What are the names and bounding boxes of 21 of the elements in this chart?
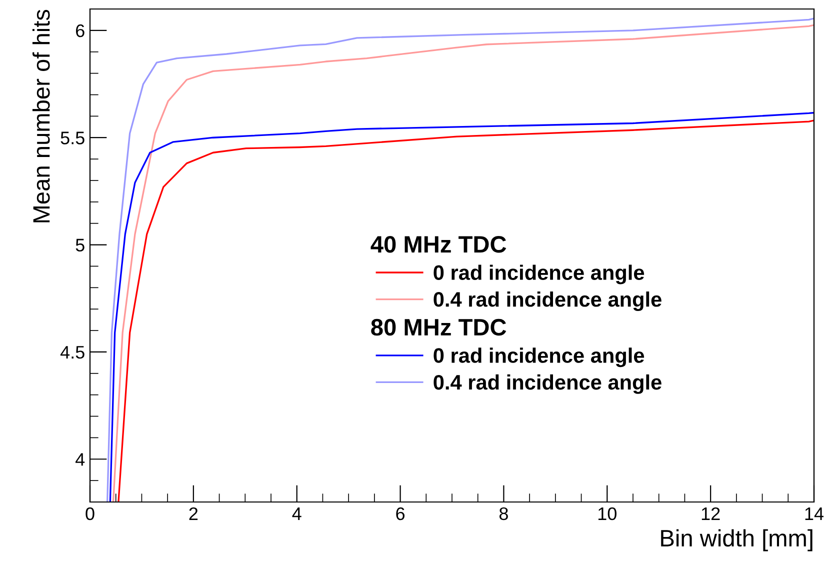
annotation: 80 MHz TDC (371, 318, 506, 336)
y-tick-label: 5.5 (60, 132, 84, 144)
y-axis-title: Mean number of hits (32, 10, 50, 222)
annotation: 40 MHz TDC (370, 236, 506, 253)
y-tick-label: 5 (76, 238, 84, 252)
legend-label: 0.4 rad incidence angle (434, 292, 662, 312)
x-tick-label: 10 (598, 507, 616, 520)
y-tick-label: 6 (76, 24, 84, 38)
x-tick-label: 0 (86, 507, 94, 520)
x-axis-title: Bin width [mm] (661, 529, 812, 552)
legend-label: 0 rad incidence angle (434, 348, 644, 368)
legend-label: 0.4 rad incidence angle (434, 374, 662, 394)
x-tick-label: 8 (499, 507, 508, 520)
legend-label: 0 rad incidence angle (434, 264, 644, 284)
x-tick-label: 12 (702, 507, 720, 520)
x-tick-label: 14 (805, 508, 824, 520)
y-tick-label: 4.5 (60, 346, 84, 359)
y-tick-label: 4 (76, 453, 85, 466)
x-tick-label: 4 (292, 508, 302, 520)
x-tick-label: 2 (189, 507, 198, 520)
x-tick-label: 6 (396, 507, 405, 520)
